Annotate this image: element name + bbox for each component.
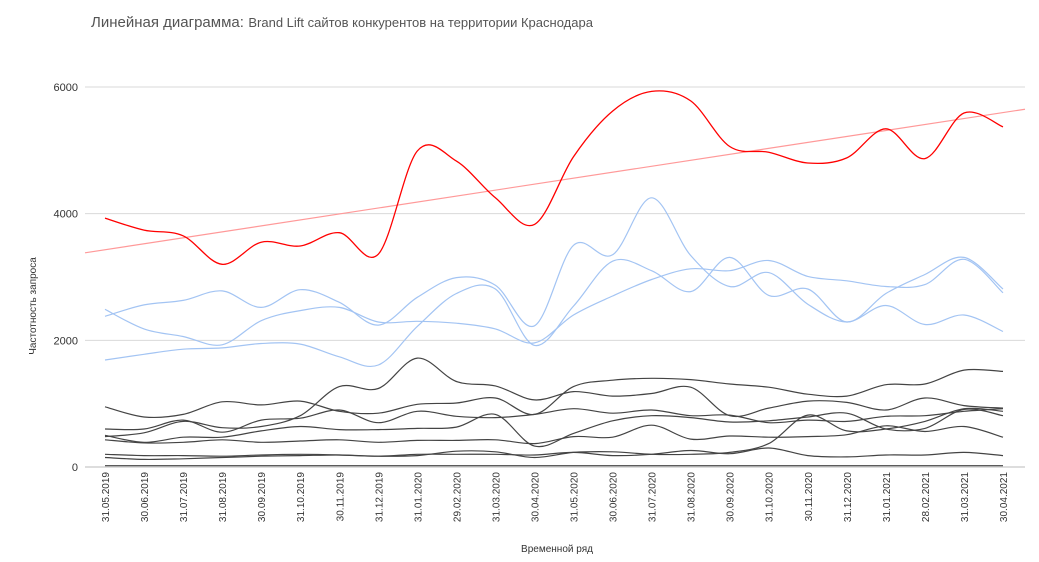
series-line-7 [104, 408, 1004, 433]
y-axis-label: Частотность запроса [28, 257, 39, 355]
series-line-1-trend [84, 108, 1026, 254]
y-tick-label-0: 0 [72, 462, 78, 474]
x-tick-label-23: 30.04.2021 [999, 472, 1010, 522]
x-tick-label-15: 31.08.2020 [687, 472, 698, 522]
y-tick-label-2: 4000 [54, 209, 78, 221]
series-line-5 [104, 368, 1004, 419]
x-tick-label-18: 30.11.2020 [804, 472, 815, 522]
x-tick-label-3: 31.08.2019 [218, 472, 229, 522]
x-tick-label-10: 31.03.2020 [491, 472, 502, 522]
x-tick-label-14: 31.07.2020 [648, 472, 659, 522]
x-tick-label-9: 29.02.2020 [452, 472, 463, 522]
x-tick-label-1: 30.06.2019 [140, 472, 151, 522]
x-tick-label-8: 31.01.2020 [413, 472, 424, 522]
x-tick-label-11: 30.04.2020 [530, 472, 541, 522]
x-tick-label-16: 30.09.2020 [726, 472, 737, 522]
x-tick-label-21: 28.02.2021 [921, 472, 932, 522]
chart-subtitle: Brand Lift сайтов конкурентов на террито… [248, 15, 593, 30]
x-tick-label-6: 30.11.2019 [335, 472, 346, 522]
chart-title-block: Линейная диаграмма: Brand Lift сайтов ко… [91, 14, 593, 32]
series-line-3 [104, 197, 1004, 333]
series-line-4 [104, 256, 1004, 367]
chart-title: Линейная диаграмма: [91, 14, 244, 31]
x-tick-label-4: 30.09.2019 [257, 472, 268, 522]
series-line-6 [104, 357, 1004, 438]
x-tick-label-17: 31.10.2020 [765, 472, 776, 522]
x-tick-label-2: 31.07.2019 [179, 472, 190, 522]
series-line-11 [104, 407, 1004, 461]
series-line-8 [104, 408, 1004, 448]
x-tick-label-7: 31.12.2019 [374, 472, 385, 522]
x-tick-label-20: 31.01.2021 [882, 472, 893, 522]
y-tick-label-1: 2000 [54, 335, 78, 347]
x-tick-label-5: 31.10.2019 [296, 472, 307, 522]
x-axis-label: Временной ряд [521, 544, 593, 555]
series-line-0 [104, 90, 1004, 265]
x-tick-label-12: 31.05.2020 [570, 472, 581, 522]
x-tick-label-19: 31.12.2020 [843, 472, 854, 522]
series-line-10 [104, 447, 1004, 458]
x-tick-label-0: 31.05.2019 [101, 472, 112, 522]
series-line-2 [104, 258, 1004, 346]
y-tick-label-3: 6000 [54, 82, 78, 94]
series-line-9 [104, 424, 1004, 445]
x-tick-label-22: 31.03.2021 [960, 472, 971, 522]
x-tick-label-13: 30.06.2020 [609, 472, 620, 522]
